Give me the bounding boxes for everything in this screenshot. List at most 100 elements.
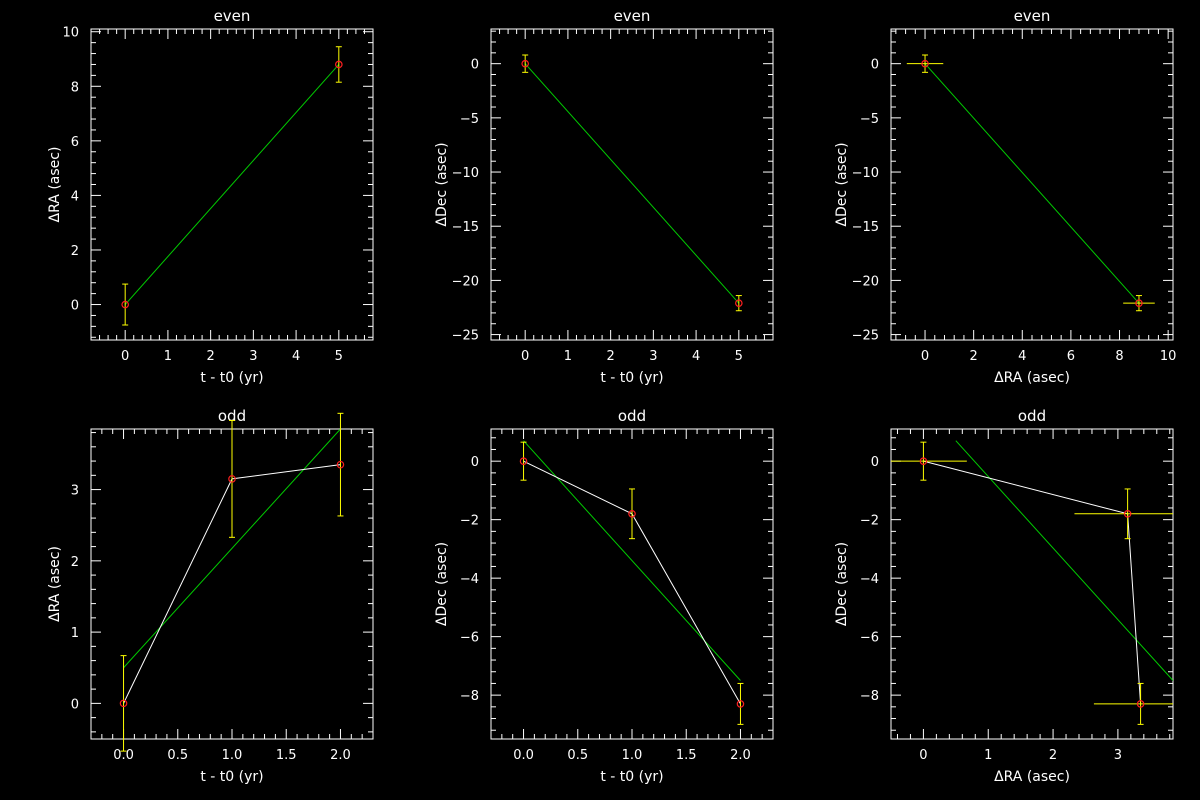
y-tick-label: 0 [471, 455, 479, 470]
y-tick-label: 0 [71, 697, 79, 712]
x-tick-label: 1.0 [222, 748, 243, 763]
data-point [121, 300, 129, 309]
x-tick-label: 1.5 [276, 748, 297, 763]
y-tick-label: −25 [852, 329, 879, 344]
panel-3: 0 2 4 6 8 10 0 −5 −10 −15 −20 −25 even ΔRA (asec) ΔDec… [834, 7, 1176, 386]
panel-6: 0 1 2 3 0 −2 −4 −6 −8 odd ΔRA (asec) ΔDec (asec) [834, 407, 1174, 785]
y-tick-label: 0 [871, 58, 879, 73]
y-tick-label: 4 [71, 189, 79, 204]
data-layer [923, 440, 1173, 704]
x-tick-label: 6 [1067, 349, 1075, 364]
y-axis-title: ΔRA (asec) [47, 147, 63, 223]
x-tick-label: 0.5 [567, 748, 588, 763]
panel-title: even [214, 7, 251, 25]
x-tick-label: 8 [1115, 349, 1123, 364]
x-tick-label: 2 [606, 349, 614, 364]
data-point [228, 475, 236, 483]
y-axis-title: ΔRA (asec) [47, 546, 63, 622]
y-tick-label: −6 [460, 631, 479, 646]
y-tick-label: −8 [460, 689, 479, 704]
y-tick-label: −25 [452, 329, 479, 344]
data-layer [124, 64, 340, 305]
y-tick-label: −15 [852, 220, 879, 235]
y-tick-label: −20 [852, 274, 879, 289]
x-tick-label: 2 [1049, 748, 1057, 763]
plot-frame [490, 428, 774, 740]
x-tick-label: 2 [970, 349, 978, 364]
x-tick-label: 4 [292, 349, 300, 364]
y-tick-label: −2 [860, 514, 879, 529]
x-tick-label: 1.5 [676, 748, 697, 763]
x-tick-label: 3 [1114, 748, 1122, 763]
x-tick-label: 3 [249, 349, 257, 364]
x-axis-title: t - t0 (yr) [200, 769, 263, 785]
x-axis-title: t - t0 (yr) [600, 769, 663, 785]
y-tick-label: −2 [460, 514, 479, 529]
plot-frame [490, 28, 774, 341]
y-tick-label: −5 [860, 112, 879, 127]
data-layer [924, 63, 1140, 304]
y-tick-label: 6 [71, 135, 79, 150]
fit-line [955, 440, 1173, 681]
x-tick-label: 1 [164, 349, 172, 364]
y-tick-label: −20 [452, 274, 479, 289]
fit-line [924, 63, 1140, 304]
x-axis-title: ΔRA (asec) [994, 769, 1070, 785]
panel-title: even [614, 7, 651, 25]
x-tick-label: 3 [649, 349, 657, 364]
data-point [921, 59, 929, 68]
data-layer [523, 440, 741, 705]
data-point [628, 510, 636, 518]
x-tick-label: 1.0 [622, 748, 643, 763]
y-axis-title: ΔDec (asec) [834, 542, 850, 626]
y-tick-label: −10 [452, 166, 479, 181]
y-axis-title: ΔDec (asec) [834, 142, 850, 226]
x-tick-label: 2 [206, 349, 214, 364]
y-axis-title: ΔDec (asec) [434, 542, 450, 626]
panel-2: 0 1 2 3 4 5 0 −5 −10 −15 −20 −25 even t - t0 (yr) ΔDec… [434, 7, 774, 386]
x-tick-label: 1 [984, 748, 992, 763]
data-point [1136, 700, 1145, 708]
y-tick-label: 8 [71, 80, 79, 95]
panel-title: even [1014, 7, 1051, 25]
data-layer [524, 63, 740, 304]
fit-line [124, 64, 340, 305]
y-tick-label: −6 [860, 631, 879, 646]
y-tick-label: −4 [460, 572, 479, 587]
x-tick-label: 0.0 [113, 748, 134, 763]
x-tick-label: 2.0 [330, 748, 351, 763]
x-tick-label: 5 [335, 349, 343, 364]
y-tick-label: −15 [452, 220, 479, 235]
connect-line [923, 460, 1142, 704]
data-point [335, 60, 343, 69]
x-tick-label: 1 [564, 349, 572, 364]
x-tick-label: 4 [692, 349, 700, 364]
x-axis-title: ΔRA (asec) [994, 370, 1070, 386]
y-tick-label: 10 [62, 26, 79, 41]
x-axis-title: t - t0 (yr) [200, 370, 263, 386]
data-point [119, 699, 128, 708]
panel-title: odd [1018, 407, 1046, 425]
y-tick-label: −4 [860, 572, 879, 587]
y-tick-label: −10 [852, 166, 879, 181]
data-point [519, 457, 528, 465]
y-tick-label: 0 [471, 58, 479, 73]
data-point [336, 460, 345, 469]
data-point [1123, 510, 1132, 518]
x-tick-label: 0.5 [167, 748, 188, 763]
x-tick-label: 10 [1160, 349, 1177, 364]
data-point [919, 457, 928, 465]
x-tick-label: 0 [919, 748, 927, 763]
x-tick-label: 0 [521, 349, 529, 364]
y-tick-label: 0 [71, 299, 79, 314]
y-tick-label: 1 [71, 626, 79, 641]
panel-5: 0.0 0.5 1.0 1.5 2.0 0 −2 −4 −6 −8 odd t - t0 (yr) ΔD… [434, 407, 774, 785]
panel-4: 0.0 0.5 1.0 1.5 2.0 0 1 2 3 odd t - t0 (yr) ΔRA (as… [47, 407, 374, 785]
y-tick-label: 3 [71, 484, 79, 499]
plot-frame [890, 428, 1174, 740]
y-tick-label: 2 [71, 244, 79, 259]
panel-1: 0 1 2 3 4 5 0 2 4 6 8 10 even t - t0 (yr) ΔRA (asec) [47, 7, 374, 386]
y-tick-label: 2 [71, 555, 79, 570]
x-tick-label: 0 [121, 349, 129, 364]
y-tick-label: −8 [860, 689, 879, 704]
